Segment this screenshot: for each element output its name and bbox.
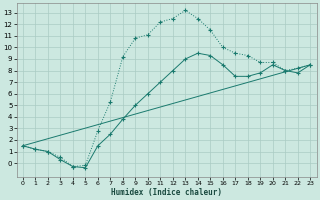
X-axis label: Humidex (Indice chaleur): Humidex (Indice chaleur) — [111, 188, 222, 197]
